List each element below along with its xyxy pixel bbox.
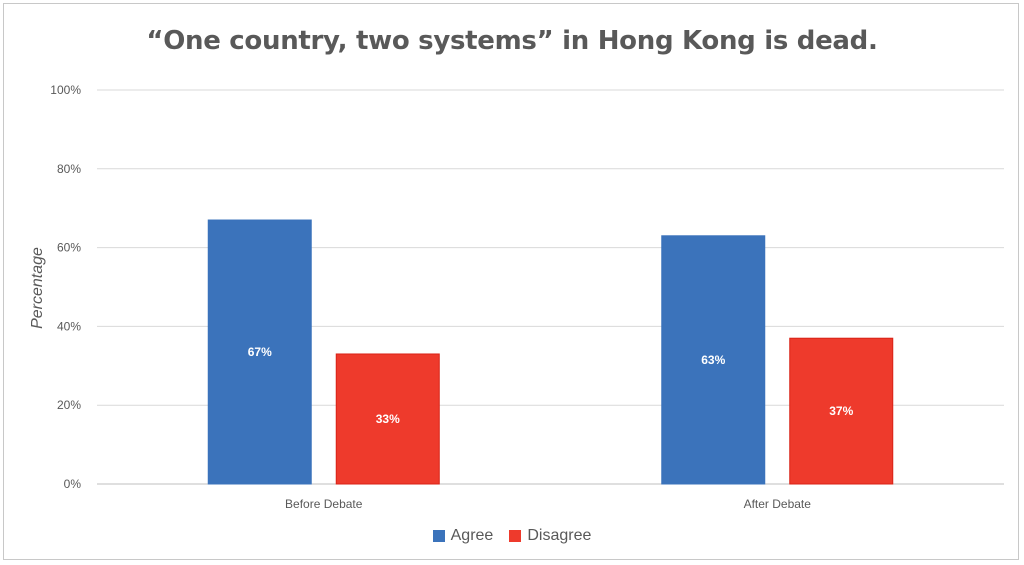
y-axis-label: Percentage — [29, 247, 46, 329]
chart-title: “One country, two systems” in Hong Kong … — [146, 26, 878, 56]
y-tick-label: 80% — [57, 162, 81, 176]
data-label: 63% — [701, 353, 725, 367]
x-tick-label: After Debate — [744, 497, 812, 511]
legend-swatch-disagree — [509, 530, 522, 542]
legend-item-agree: Agree — [432, 527, 494, 545]
bar-agree-1 — [207, 219, 312, 485]
bar-disagree-1 — [335, 353, 440, 485]
legend-item-disagree: Disagree — [509, 527, 591, 545]
y-tick-label: 60% — [57, 241, 81, 255]
legend-swatch-agree — [432, 530, 445, 542]
legend-label-disagree: Disagree — [527, 527, 592, 544]
y-tick-label: 100% — [50, 83, 81, 97]
legend-label-agree: Agree — [450, 527, 494, 544]
y-tick-label: 20% — [57, 398, 81, 412]
y-tick-label: 40% — [57, 319, 81, 333]
bars: 67% 33% 63% 37% — [207, 219, 894, 485]
y-axis-ticks: 0% 20% 40% 60% 80% 100% — [50, 83, 81, 491]
data-label: 67% — [248, 345, 272, 359]
x-tick-label: Before Debate — [285, 497, 363, 511]
data-label: 37% — [829, 404, 853, 418]
bar-agree-2 — [661, 235, 766, 485]
legend: Agree Disagree — [0, 527, 1024, 545]
bar-disagree-2 — [789, 337, 894, 485]
y-tick-label: 0% — [64, 477, 82, 491]
data-label: 33% — [376, 412, 400, 426]
x-axis-ticks: Before Debate After Debate — [285, 497, 811, 511]
